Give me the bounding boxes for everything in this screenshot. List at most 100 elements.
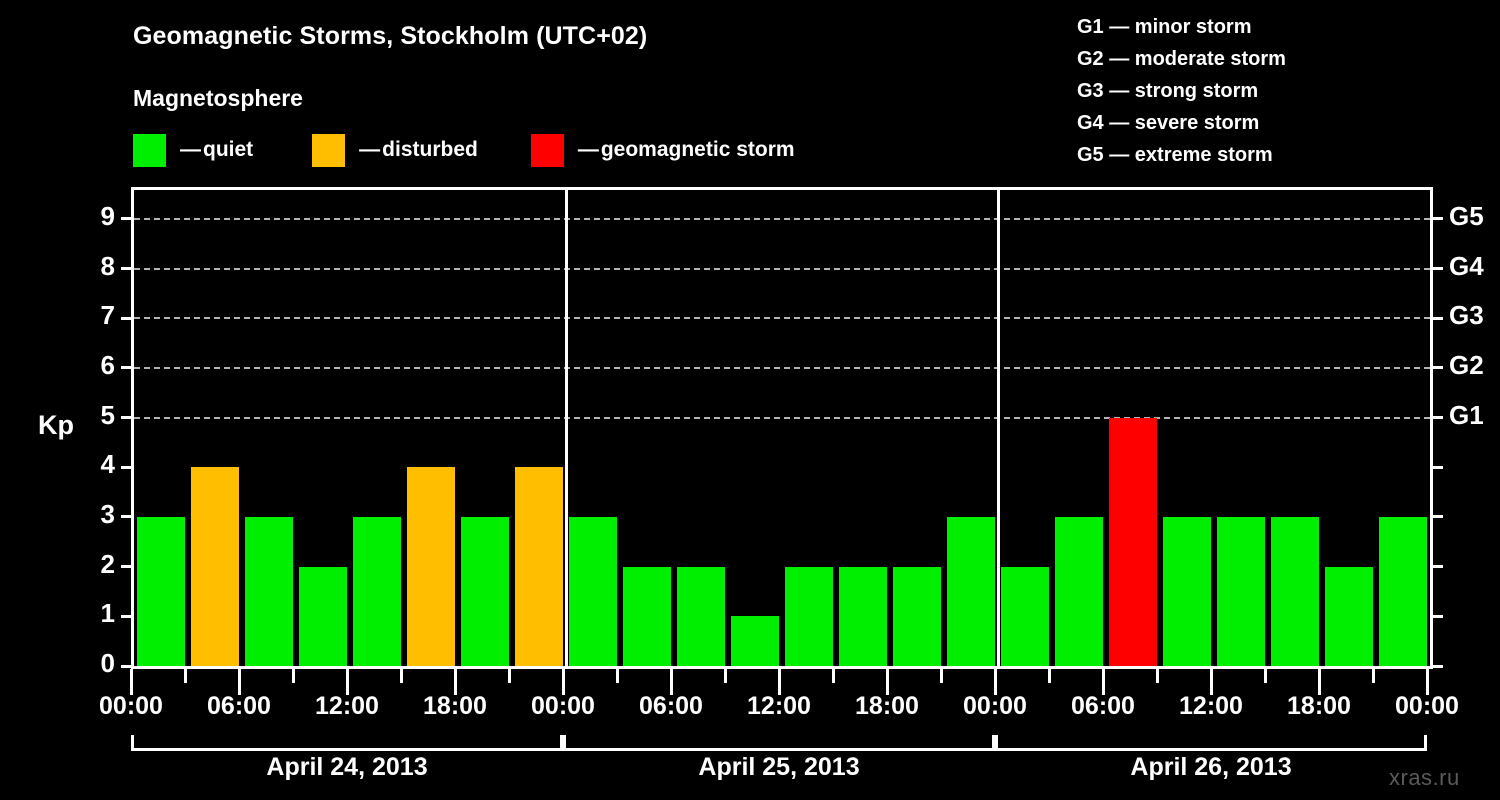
day-label: April 26, 2013 [1130,753,1292,781]
bar[interactable] [1217,516,1265,666]
right-tick-kp-2 [1430,565,1443,569]
x-tick-label: 12:00 [1179,692,1243,720]
bar[interactable] [245,516,293,666]
y-tick-label-6: 6 [100,349,115,380]
page-title: Geomagnetic Storms, Stockholm (UTC+02) [133,22,648,50]
day-label: April 24, 2013 [266,753,428,781]
y-tick-label-1: 1 [100,598,115,629]
x-tick-label: 00:00 [99,692,163,720]
bar[interactable] [137,516,185,666]
bar[interactable] [461,516,509,666]
bar[interactable] [407,467,455,666]
x-tick-major [885,669,889,695]
x-tick-major [453,669,457,695]
y-tick-5 [121,416,134,420]
bar[interactable] [1379,516,1427,666]
x-tick-label: 18:00 [855,692,919,720]
x-tick-major [129,669,133,695]
y-tick-2 [121,565,134,569]
bar[interactable] [893,566,941,666]
y-tick-0 [121,664,134,668]
right-tick-kp-3 [1430,515,1443,519]
x-tick-minor [507,669,511,683]
x-tick-major [669,669,673,695]
y-tick-label-9: 9 [100,200,115,231]
right-tick-kp-0 [1430,664,1443,668]
x-tick-major [561,669,565,695]
bar[interactable] [1163,516,1211,666]
bar[interactable] [1109,417,1157,666]
day-bracket [131,735,563,751]
g-scale-row-g2: G2 — moderate storm [1077,48,1286,70]
x-tick-label: 12:00 [747,692,811,720]
x-tick-minor [1371,669,1375,683]
bar[interactable] [191,467,239,666]
right-tick-kp-6 [1430,366,1443,370]
y-tick-6 [121,366,134,370]
x-tick-label: 18:00 [1287,692,1351,720]
legend-swatch-disturbed [312,133,346,167]
right-axis-label-g4: G4 [1449,250,1484,281]
right-axis-label-g3: G3 [1449,300,1484,331]
x-tick-major [1209,669,1213,695]
x-tick-major [237,669,241,695]
g-scale-row-g4: G4 — severe storm [1077,112,1260,134]
x-tick-label: 12:00 [315,692,379,720]
g-scale-key: G1 — minor storm G2 — moderate storm G3 … [1077,11,1286,171]
g-scale-row-g1: G1 — minor storm [1077,16,1252,38]
y-tick-label-3: 3 [100,498,115,529]
x-tick-minor [939,669,943,683]
bar[interactable] [1001,566,1049,666]
legend-label-storm: geomagnetic storm [600,138,795,161]
right-tick-kp-1 [1430,614,1443,618]
bar[interactable] [731,616,779,666]
bar[interactable] [569,516,617,666]
gridline-kp-9 [134,217,1430,220]
x-tick-label: 00:00 [963,692,1027,720]
bar[interactable] [785,566,833,666]
bar[interactable] [1271,516,1319,666]
right-tick-kp-8 [1430,267,1443,270]
x-tick-minor [1047,669,1051,683]
bar[interactable] [839,566,887,666]
y-tick-7 [121,316,134,320]
legend-dash-disturbed: — [359,138,381,161]
bar[interactable] [515,467,563,666]
y-tick-4 [121,465,134,469]
y-tick-label-7: 7 [100,300,115,331]
right-tick-kp-9 [1430,217,1443,221]
day-separator-1 [564,189,568,666]
bar[interactable] [623,566,671,666]
right-tick-kp-7 [1430,316,1443,320]
legend-dash-storm: — [577,138,599,161]
right-axis-label-g2: G2 [1449,349,1484,380]
x-tick-major [345,669,349,695]
day-label: April 25, 2013 [698,753,860,781]
bar[interactable] [947,516,995,666]
plot-inner [134,189,1430,666]
y-tick-label-2: 2 [100,548,115,579]
x-tick-major [1425,669,1429,695]
g-scale-row-g5: G5 — extreme storm [1077,144,1273,166]
x-tick-minor [831,669,835,683]
y-tick-label-4: 4 [100,449,115,480]
g-scale-row-g3: G3 — strong storm [1077,80,1259,102]
legend-swatch-quiet [133,133,166,167]
gridline-kp-5 [134,416,1430,419]
x-tick-minor [723,669,727,683]
bar[interactable] [353,516,401,666]
x-tick-label: 18:00 [423,692,487,720]
plot-bottom-axis [131,666,1433,669]
bar[interactable] [677,566,725,666]
bar[interactable] [1325,566,1373,666]
legend-dash-quiet: — [180,138,201,161]
x-tick-label: 06:00 [207,692,271,720]
bar[interactable] [1055,516,1103,666]
plot-top-border [131,187,1433,190]
bar[interactable] [299,566,347,666]
x-tick-major [1317,669,1321,695]
x-tick-label: 06:00 [639,692,703,720]
x-tick-label: 06:00 [1071,692,1135,720]
legend-swatch-storm [530,133,564,167]
